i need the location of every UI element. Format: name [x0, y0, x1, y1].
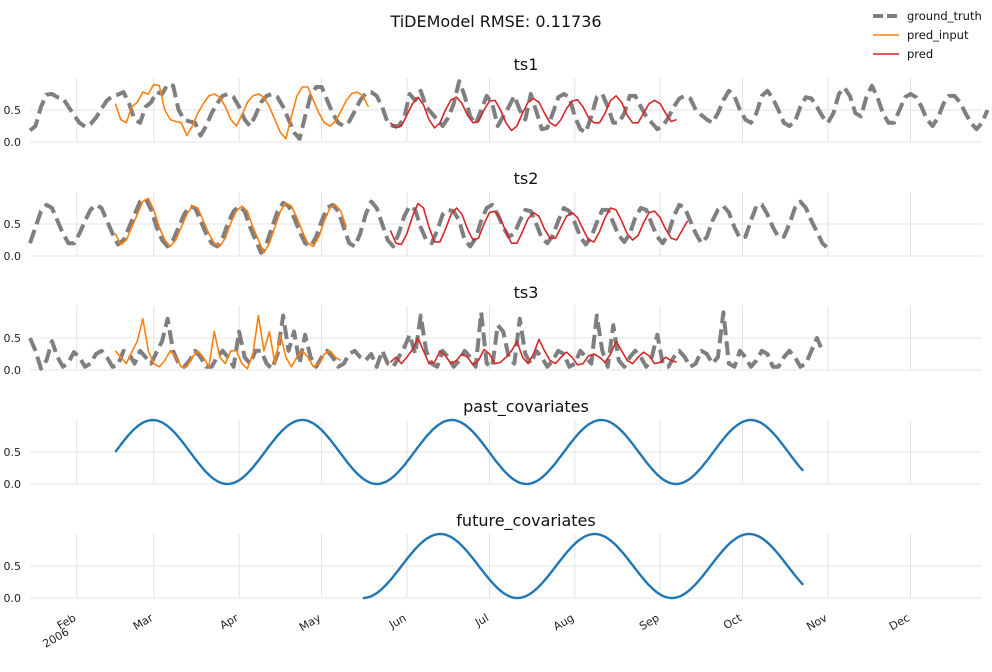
x-tick-label: Jul — [472, 611, 491, 629]
x-tick-label: Apr — [218, 611, 241, 632]
panel-title: ts3 — [514, 283, 539, 302]
x-tick-label: Jun — [386, 611, 408, 631]
legend-item-pred: pred — [873, 47, 933, 61]
y-tick-label: 0.5 — [4, 104, 22, 117]
legend-label: ground_truth — [907, 9, 982, 23]
panel-title: past_covariates — [463, 397, 589, 417]
series-line-pred — [389, 95, 677, 132]
legend-label: pred — [907, 47, 933, 61]
chart-panels: 0.0 0.5 ts1 0.0 0.5 ts2 0.0 0.5 ts3 0.0 0.5 past_co… — [4, 55, 990, 605]
panel-ts1: 0.0 0.5 ts1 — [4, 55, 990, 149]
panel-ts3: 0.0 0.5 ts3 — [4, 283, 982, 377]
series-line-ground_truth — [28, 310, 825, 371]
legend-item-ground_truth: ground_truth — [873, 9, 982, 23]
x-tick-label: Aug — [551, 611, 576, 633]
x-tick-label: Nov — [804, 611, 830, 633]
y-tick-label: 0.0 — [4, 250, 22, 263]
y-tick-label: 0.0 — [4, 364, 22, 377]
series-line-past_covariates — [114, 418, 805, 486]
y-tick-label: 0.5 — [4, 218, 22, 231]
chart-title: TiDEModel RMSE: 0.11736 — [389, 12, 601, 31]
y-tick-label: 0.5 — [4, 332, 22, 345]
series-line-pred — [389, 202, 689, 246]
x-tick-sublabel: 2006 — [41, 625, 72, 650]
y-tick-label: 0.0 — [4, 592, 22, 605]
y-tick-label: 0.5 — [4, 560, 22, 573]
legend-label: pred_input — [907, 28, 969, 42]
x-tick-label: Oct — [721, 611, 745, 632]
legend-item-pred_input: pred_input — [873, 28, 969, 42]
series-line-pred — [389, 337, 677, 366]
series-line-ground_truth — [28, 79, 990, 141]
panel-title: future_covariates — [456, 511, 595, 531]
panel-title: ts1 — [514, 55, 539, 74]
series-line-pred_input — [114, 197, 348, 254]
series-line-pred_input — [114, 314, 342, 370]
y-tick-label: 0.0 — [4, 478, 22, 491]
series-line-ground_truth — [28, 196, 830, 255]
x-tick-label: Mar — [131, 611, 156, 633]
x-tick-label: Dec — [887, 611, 912, 633]
panel-future_covariates: 0.0 0.5 future_covariates — [4, 511, 982, 605]
panel-past_covariates: 0.0 0.5 past_covariates — [4, 397, 982, 491]
y-tick-label: 0.5 — [4, 446, 22, 459]
x-tick-label: Sep — [637, 611, 661, 633]
panel-ts2: 0.0 0.5 ts2 — [4, 169, 982, 263]
series-line-future_covariates — [362, 532, 805, 600]
panel-title: ts2 — [514, 169, 539, 188]
y-tick-label: 0.0 — [4, 136, 22, 149]
x-tick-label: May — [297, 611, 324, 634]
series-line-pred_input — [114, 83, 370, 140]
